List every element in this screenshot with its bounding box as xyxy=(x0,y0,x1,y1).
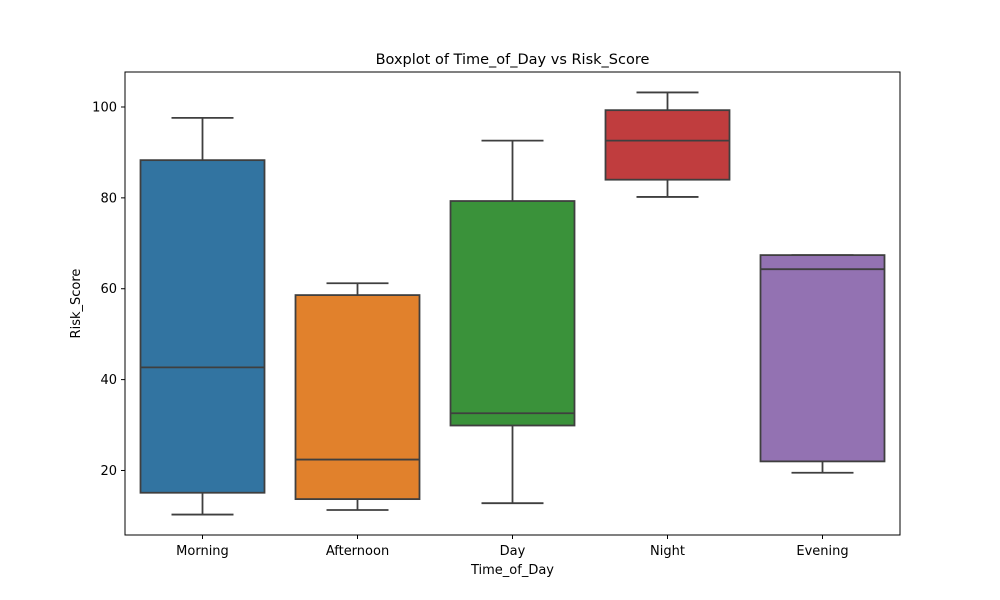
iqr-box-evening xyxy=(759,254,886,463)
x-tick-label-day: Day xyxy=(500,544,526,559)
box-day xyxy=(449,139,576,505)
y-tick-label-20: 20 xyxy=(100,464,117,479)
iqr-box-afternoon xyxy=(294,294,421,501)
iqr-box-morning xyxy=(139,159,266,494)
y-tick-label-40: 40 xyxy=(100,373,117,388)
boxes-layer xyxy=(139,91,886,516)
iqr-box-night xyxy=(604,109,731,181)
iqr-box-day xyxy=(449,200,576,427)
x-tick-label-night: Night xyxy=(650,544,685,559)
y-axis: 20 40 60 80 100 xyxy=(92,100,125,479)
box-morning xyxy=(139,116,266,516)
y-tick-label-100: 100 xyxy=(92,100,117,115)
y-axis-label: Risk_Score xyxy=(69,269,84,339)
chart-title: Boxplot of Time_of_Day vs Risk_Score xyxy=(376,52,650,68)
x-tick-label-evening: Evening xyxy=(796,544,848,559)
box-night xyxy=(604,91,731,198)
y-tick-label-80: 80 xyxy=(100,191,117,206)
x-axis: Morning Afternoon Day Night Evening xyxy=(176,535,849,559)
box-evening xyxy=(759,254,886,474)
box-afternoon xyxy=(294,282,421,511)
y-tick-label-60: 60 xyxy=(100,282,117,297)
x-tick-label-morning: Morning xyxy=(176,544,229,559)
x-axis-label: Time_of_Day xyxy=(470,563,554,578)
x-tick-label-afternoon: Afternoon xyxy=(326,544,389,559)
